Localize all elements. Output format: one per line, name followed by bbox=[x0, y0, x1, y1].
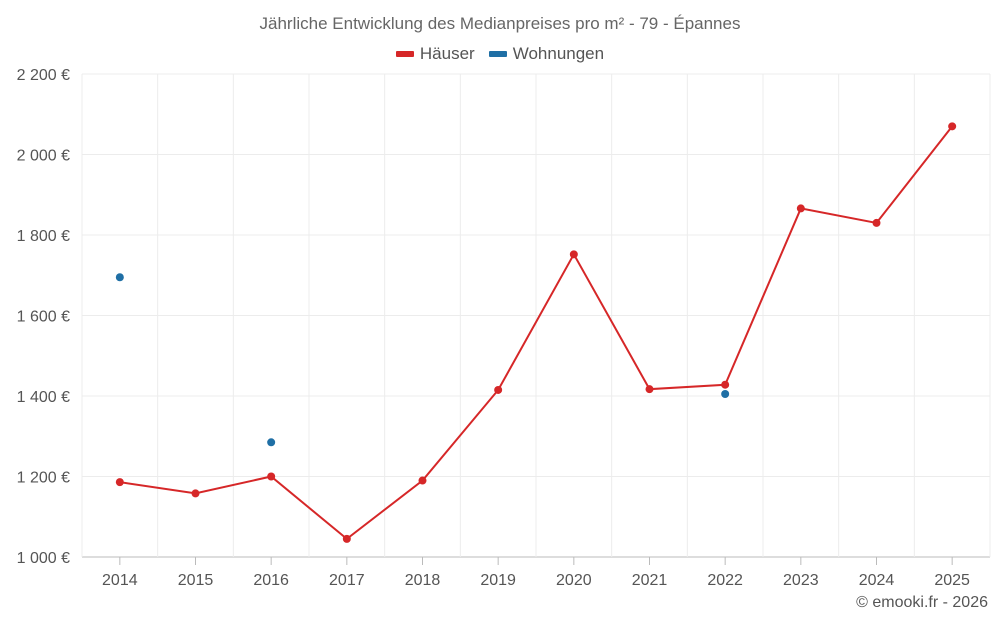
chart-title: Jährliche Entwicklung des Medianpreises … bbox=[259, 14, 741, 33]
data-point-haeuser bbox=[645, 385, 654, 394]
y-tick-label: 2 200 € bbox=[17, 67, 70, 84]
legend-label-wohnungen: Wohnungen bbox=[512, 44, 605, 63]
data-point-haeuser bbox=[418, 476, 427, 485]
data-point-wohnungen bbox=[115, 273, 124, 282]
data-point-haeuser bbox=[115, 478, 124, 487]
legend-item-haeuser[interactable]: Häuser bbox=[395, 44, 475, 64]
y-tick-label: 1 400 € bbox=[17, 389, 70, 406]
data-point-haeuser bbox=[267, 472, 276, 481]
data-point-haeuser bbox=[948, 122, 957, 131]
legend-label-haeuser: Häuser bbox=[419, 44, 475, 63]
x-tick-label: 2020 bbox=[556, 572, 592, 589]
x-tick-label: 2019 bbox=[480, 572, 516, 589]
x-tick-label: 2018 bbox=[405, 572, 441, 589]
data-point-haeuser bbox=[569, 250, 578, 259]
legend-item-wohnungen[interactable]: Wohnungen bbox=[488, 44, 605, 64]
grid bbox=[81, 73, 991, 558]
x-tick-label: 2024 bbox=[859, 572, 895, 589]
x-tick-label: 2025 bbox=[934, 572, 970, 589]
y-tick-label: 1 600 € bbox=[17, 309, 70, 326]
x-tick-label: 2015 bbox=[178, 572, 214, 589]
x-axis: 2014 2015 2016 2017 2018 2019 2020 2021 2022 2023… bbox=[102, 557, 970, 589]
legend-swatch-haeuser bbox=[395, 51, 414, 57]
y-tick-label: 1 000 € bbox=[17, 550, 70, 567]
data-point-haeuser bbox=[872, 218, 881, 227]
data-point-haeuser bbox=[342, 534, 351, 543]
x-tick-label: 2023 bbox=[783, 572, 819, 589]
data-point-wohnungen bbox=[267, 438, 276, 447]
y-tick-label: 1 800 € bbox=[17, 228, 70, 245]
data-point-haeuser bbox=[191, 489, 200, 498]
credit: © emooki.fr - 2026 bbox=[856, 594, 988, 611]
series-line-haeuser bbox=[119, 125, 953, 541]
data-point-haeuser bbox=[796, 204, 805, 213]
series-layer bbox=[115, 122, 957, 543]
legend-swatch-wohnungen bbox=[488, 51, 507, 57]
x-tick-label: 2016 bbox=[253, 572, 289, 589]
y-axis: 1 000 € 1 200 € 1 400 € 1 600 € 1 800 € 2 000… bbox=[17, 67, 70, 567]
x-tick-label: 2021 bbox=[632, 572, 668, 589]
y-tick-label: 2 000 € bbox=[17, 148, 70, 165]
x-tick-label: 2022 bbox=[707, 572, 743, 589]
legend: Häuser Wohnungen bbox=[0, 44, 1000, 64]
data-point-wohnungen bbox=[721, 389, 730, 398]
data-point-haeuser bbox=[494, 385, 503, 394]
x-tick-label: 2014 bbox=[102, 572, 138, 589]
y-tick-label: 1 200 € bbox=[17, 470, 70, 487]
x-tick-label: 2017 bbox=[329, 572, 365, 589]
data-point-haeuser bbox=[721, 380, 730, 389]
